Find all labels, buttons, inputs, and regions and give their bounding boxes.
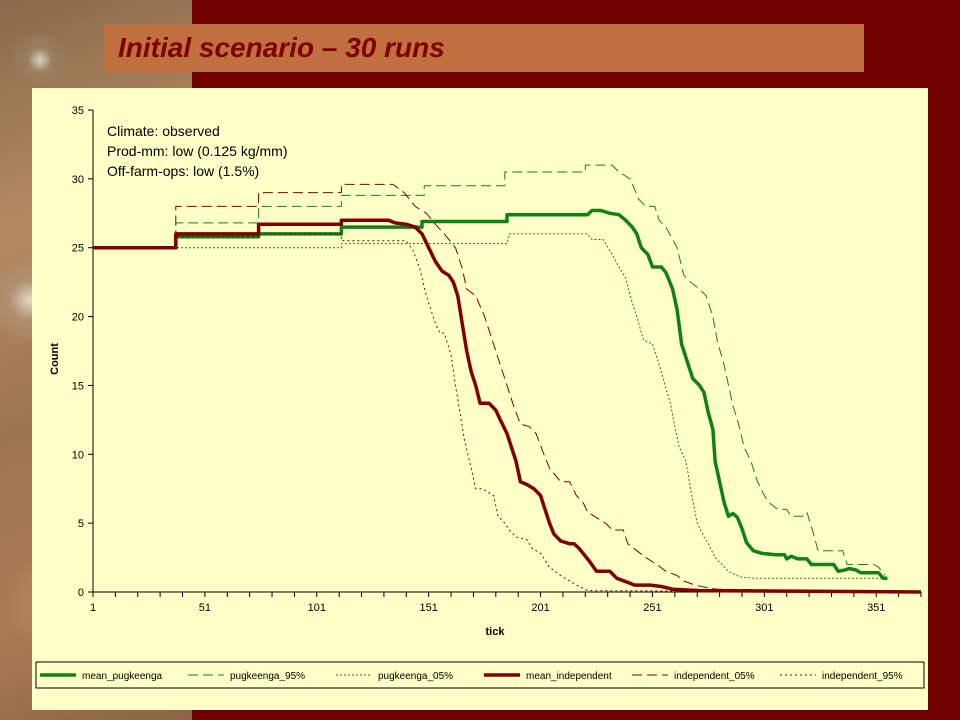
y-tick-label: 20: [72, 312, 84, 324]
series-line-independent-95-: [93, 233, 922, 593]
legend-label: independent_05%: [674, 671, 755, 682]
y-tick-label: 10: [72, 449, 84, 461]
legend-label: mean_independent: [526, 671, 612, 682]
x-tick-label: 301: [755, 602, 773, 614]
series-lines: [93, 164, 922, 594]
series-line-independent-05-: [93, 183, 922, 593]
x-axis-title: tick: [486, 626, 506, 638]
chart-panel: 1 51 101 151 201 251 301 351 0 5 10 15 20 25 30 35 tick C…: [32, 88, 928, 710]
slide-title: Initial scenario – 30 runs: [118, 32, 445, 63]
y-tick-label: 25: [72, 243, 84, 255]
y-tick-label: 30: [72, 174, 84, 186]
y-axis-title: Count: [49, 343, 61, 375]
x-tick-label: 351: [867, 602, 885, 614]
x-tick-label: 51: [199, 602, 211, 614]
x-tick-label: 1: [90, 602, 96, 614]
series-line-mean-pugkeenga: [93, 208, 888, 580]
series-line-pugkeenga-05-: [93, 233, 886, 579]
x-tick-label: 101: [308, 602, 326, 614]
y-tick-label: 15: [72, 380, 84, 392]
annotation-line: Off-farm-ops: low (1.5%): [107, 163, 259, 179]
legend-label: pugkeenga_95%: [230, 671, 305, 682]
annotation-box: Climate: observed Prod-mm: low (0.125 kg/…: [107, 123, 287, 179]
legend-label: mean_pugkeenga: [82, 671, 163, 682]
annotation-line: Prod-mm: low (0.125 kg/mm): [107, 143, 287, 159]
x-tick-label: 251: [643, 602, 661, 614]
line-chart: 1 51 101 151 201 251 301 35105101520253035tickC…: [35, 105, 925, 689]
legend-label: pugkeenga_05%: [378, 671, 453, 682]
annotation-line: Climate: observed: [107, 123, 220, 139]
series-line-mean-independent: [93, 218, 922, 594]
x-tick-label: 151: [419, 602, 437, 614]
series-line-pugkeenga-95-: [93, 164, 886, 576]
legend: mean_pugkeenga pugkeenga_95% pugkeenga_05%…: [35, 661, 925, 689]
y-tick-label: 0: [78, 587, 84, 599]
y-tick-label: 35: [72, 105, 84, 117]
legend-label: independent_95%: [822, 671, 903, 682]
title-bar: Initial scenario – 30 runs: [104, 24, 864, 72]
axes: 1 51 101 151 201 251 301 35105101520253035tickC…: [49, 105, 922, 638]
y-tick-label: 5: [78, 518, 84, 530]
legend-box: [35, 661, 925, 689]
x-tick-label: 201: [531, 602, 549, 614]
